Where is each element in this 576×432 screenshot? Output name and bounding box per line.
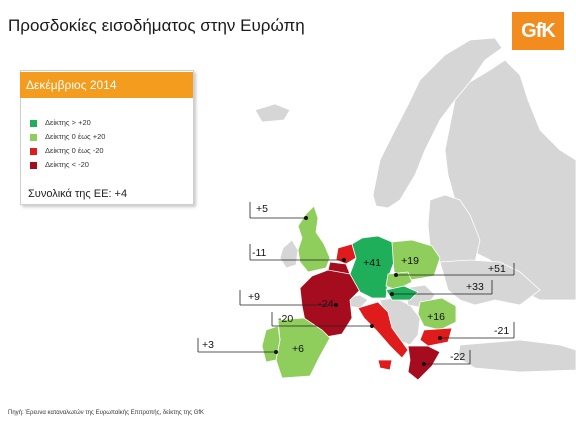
legend-label: Δείκτης 0 έως -20 <box>45 146 104 155</box>
value-france: -24 <box>318 298 333 310</box>
callout-dot-portugal <box>274 350 278 354</box>
callout-lines <box>197 202 515 365</box>
callout-italy: -20 <box>278 313 293 325</box>
legend-item-below-minus-20: Δείκτης < -20 <box>30 160 89 170</box>
legend-swatch <box>30 119 37 127</box>
land-iceland <box>254 103 291 123</box>
legend-label: Δείκτης > +20 <box>45 118 91 127</box>
country-germany <box>349 235 395 299</box>
callout-dot-netherlands <box>342 258 346 262</box>
callout-line-austria <box>392 280 493 295</box>
callout-line-netherlands <box>249 244 344 261</box>
legend-swatch <box>30 133 37 141</box>
legend-label: Δείκτης < -20 <box>45 160 89 169</box>
value-spain: +6 <box>292 343 304 355</box>
callout-dot-uk <box>304 216 308 220</box>
land-ireland <box>279 239 299 269</box>
eu-total: Συνολικά της ΕΕ: +4 <box>28 188 128 200</box>
value-germany: +41 <box>363 257 381 269</box>
country-uk <box>297 205 331 273</box>
callout-dot-czech-republic <box>394 273 398 277</box>
callout-line-czech-republic <box>396 263 515 276</box>
country-romania <box>417 297 457 331</box>
callout-line-uk <box>249 202 306 219</box>
legend-item-0-to-minus-20: Δείκτης 0 έως -20 <box>30 146 104 156</box>
legend-header: Δεκέμβριος 2014 <box>20 72 193 98</box>
land-scandinavia <box>372 37 503 209</box>
land-turkey <box>457 339 576 373</box>
callout-belgium: +9 <box>248 291 260 303</box>
legend-item-above-20: Δείκτης > +20 <box>30 118 91 128</box>
callout-line-belgium <box>239 290 336 306</box>
callout-netherlands: -11 <box>252 247 267 259</box>
value-romania: +16 <box>427 311 445 323</box>
value-poland: +19 <box>401 255 419 267</box>
other-land <box>254 37 576 373</box>
legend-label: Δείκτης 0 έως +20 <box>45 132 106 141</box>
legend-swatch <box>30 161 37 169</box>
callout-austria: +33 <box>466 281 484 293</box>
callout-greece: -22 <box>450 351 465 363</box>
callout-dot-greece <box>422 362 426 366</box>
callout-dot-italy <box>370 324 374 328</box>
country-austria <box>385 285 419 301</box>
callout-portugal: +3 <box>202 339 214 351</box>
callout-dot-bulgaria <box>438 336 442 340</box>
country-bulgaria <box>419 327 453 347</box>
source-note: Πηγή: Έρευνα καταναλωτών της Ευρωπαϊκής … <box>8 410 205 416</box>
callout-dot-belgium <box>334 303 338 307</box>
callout-line-greece <box>424 350 471 365</box>
callout-dots <box>274 216 442 366</box>
callout-dot-austria <box>390 292 394 296</box>
legend-swatch <box>30 147 37 155</box>
country-italy <box>357 301 409 371</box>
callout-uk: +5 <box>256 203 268 215</box>
gfk-logo: GfK <box>512 12 564 50</box>
callout-bulgaria: -21 <box>494 325 509 337</box>
page-title: Προσδοκίες εισοδήματος στην Ευρώπη <box>8 16 305 35</box>
legend-item-0-to-20: Δείκτης 0 έως +20 <box>30 132 105 142</box>
callout-line-italy <box>271 312 372 327</box>
callout-line-portugal <box>197 338 276 353</box>
callout-czech-republic: +51 <box>488 263 506 275</box>
callout-line-bulgaria <box>440 322 515 339</box>
country-netherlands <box>335 243 357 265</box>
